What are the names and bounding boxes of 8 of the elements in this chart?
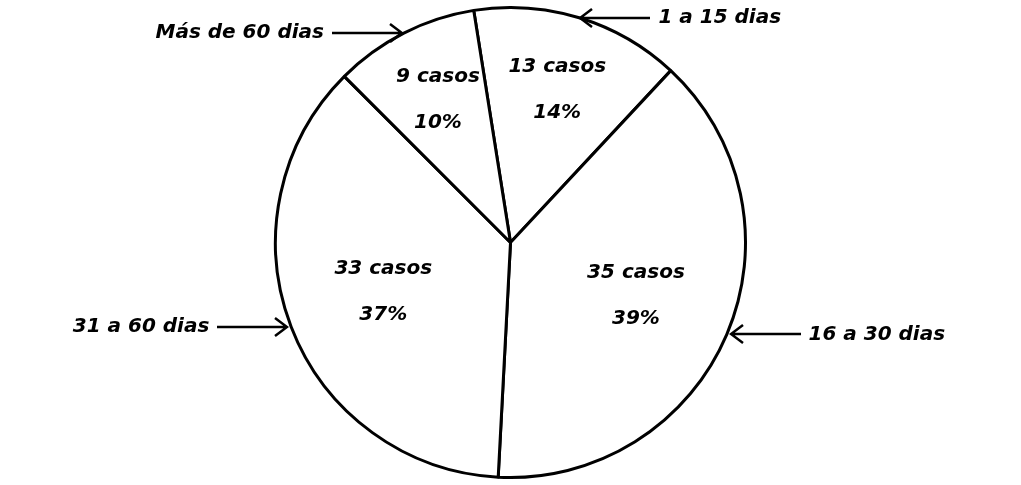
slice-label: 1 a 15 dias <box>658 3 782 28</box>
data-label: 13 casos 14% <box>508 52 607 123</box>
data-label: 35 casos 39% <box>587 258 685 329</box>
slice-label: 31 a 60 dias <box>72 312 210 337</box>
data-label: 33 casos 37% <box>334 254 433 325</box>
slice-label: 16 a 30 dias <box>808 320 946 345</box>
data-label: 9 casos 10% <box>396 63 480 134</box>
slice-label: Más de 60 dias <box>155 19 325 44</box>
